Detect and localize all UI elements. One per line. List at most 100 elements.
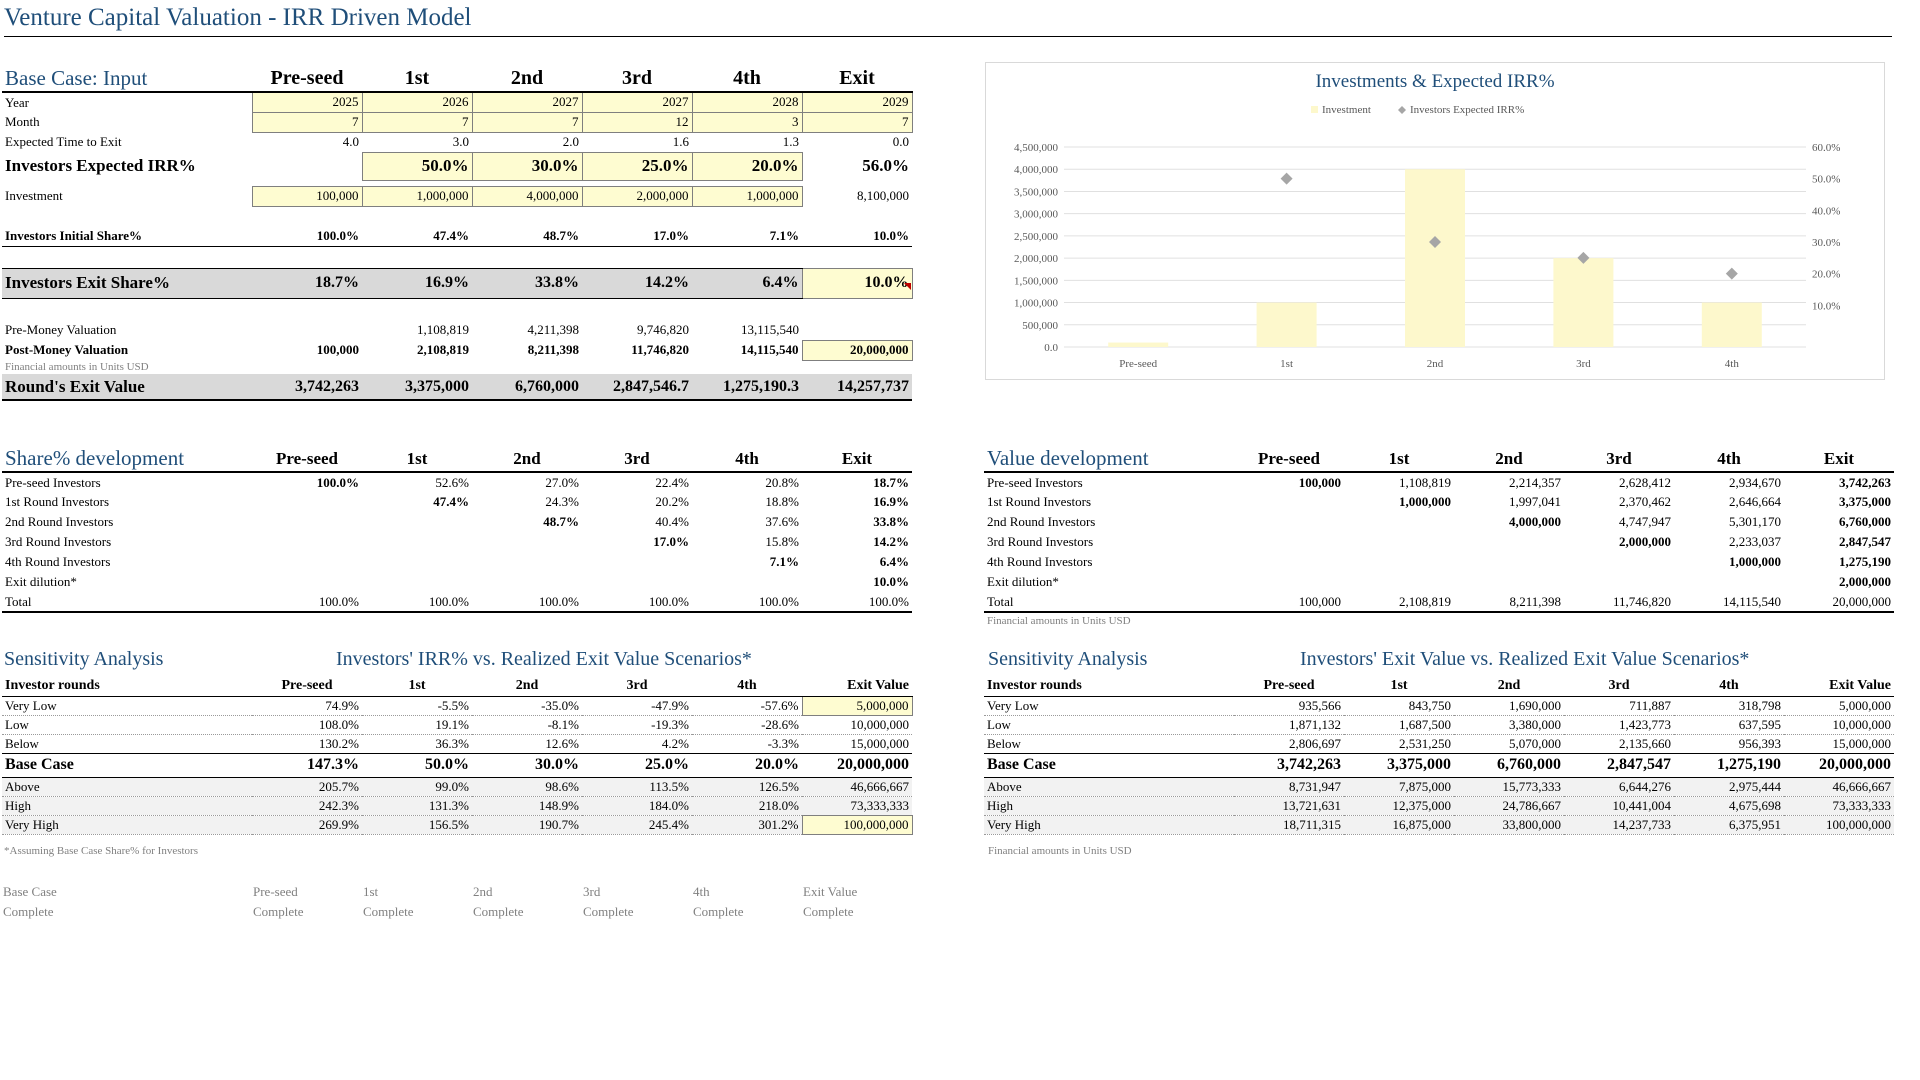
value-cell[interactable]: 3,742,263 (1839, 474, 1891, 490)
year-cell[interactable]: 2026 (361, 91, 473, 113)
share-cell[interactable] (472, 532, 582, 552)
sens_value-cell[interactable]: 2,135,660 (1564, 734, 1674, 754)
sens_irr-cell[interactable]: 46,666,667 (802, 777, 912, 797)
sens_value-cell[interactable]: 6,760,000 (1454, 752, 1564, 778)
sens_irr-cell[interactable]: 15,000,000 (802, 734, 912, 754)
pre-money-cell[interactable]: 9,746,820 (637, 322, 689, 337)
value-cell[interactable] (1344, 532, 1454, 552)
share-cell[interactable] (252, 552, 362, 572)
sens_value-cell[interactable]: 956,393 (1674, 734, 1784, 754)
point-irr[interactable] (1725, 267, 1738, 280)
initial-share-cell[interactable]: 48.7% (472, 226, 582, 247)
share-cell[interactable] (692, 572, 802, 592)
value-cell[interactable]: 100,000 (1298, 474, 1341, 490)
share-cell[interactable]: 10.0% (873, 574, 909, 589)
round-exit-cell[interactable]: 3,375,000 (362, 374, 472, 401)
time-to-exit-cell[interactable]: 1.3 (782, 134, 799, 149)
post-money-cell[interactable]: 100,000 (316, 342, 359, 357)
sens_irr-cell[interactable]: 50.0% (362, 752, 472, 778)
sens_irr-cell[interactable]: 73,333,333 (802, 796, 912, 816)
pre-money-cell[interactable] (802, 320, 912, 340)
investment-cell[interactable]: 100,000 (251, 185, 363, 207)
share-cell[interactable] (252, 492, 362, 512)
time-to-exit-cell[interactable]: 0.0 (892, 134, 909, 150)
value-total-cell[interactable]: 11,746,820 (1564, 592, 1674, 613)
sens_value-cell[interactable]: 46,666,667 (1784, 777, 1894, 797)
sens_irr-cell[interactable]: 131.3% (362, 796, 472, 816)
value-cell[interactable]: 4,747,947 (1619, 514, 1671, 529)
sens_value-cell[interactable]: 1,687,500 (1344, 715, 1454, 735)
sens_irr-cell[interactable]: -8.1% (472, 715, 582, 735)
sens_irr-cell[interactable]: 245.4% (582, 815, 692, 835)
sens_irr-cell[interactable]: 5,000,000 (801, 695, 913, 716)
month-cell[interactable]: 7 (361, 111, 473, 133)
value-cell[interactable]: 4,000,000 (1509, 514, 1561, 529)
sens_value-cell[interactable]: 15,000,000 (1784, 734, 1894, 754)
share-total-cell[interactable]: 100.0% (692, 592, 802, 613)
irr-cell[interactable]: 20.0% (691, 151, 803, 181)
sens_value-cell[interactable]: 6,375,951 (1674, 815, 1784, 835)
sens_value-cell[interactable]: 15,773,333 (1454, 777, 1564, 797)
sens_irr-cell[interactable]: 74.9% (252, 696, 362, 716)
sens_value-cell[interactable]: 14,237,733 (1564, 815, 1674, 835)
sens_irr-cell[interactable]: -5.5% (362, 696, 472, 716)
value-cell[interactable]: 2,000,000 (1619, 534, 1671, 549)
sens_value-cell[interactable]: 1,871,132 (1234, 715, 1344, 735)
investment-cell[interactable]: 2,000,000 (581, 185, 693, 207)
sens_value-cell[interactable]: 1,423,773 (1564, 715, 1674, 735)
sens_irr-cell[interactable]: 156.5% (362, 815, 472, 835)
sens_value-cell[interactable]: 20,000,000 (1784, 752, 1894, 778)
share-cell[interactable]: 7.1% (769, 554, 799, 569)
value-cell[interactable] (1234, 512, 1344, 532)
sens_irr-cell[interactable]: 4.2% (582, 734, 692, 754)
sens_value-cell[interactable]: 24,786,667 (1454, 796, 1564, 816)
sens_irr-cell[interactable]: 20.0% (692, 752, 802, 778)
share-cell[interactable]: 15.8% (765, 534, 799, 549)
sens_irr-cell[interactable]: 205.7% (252, 777, 362, 797)
share-cell[interactable]: 16.9% (873, 494, 909, 509)
pre-money-cell[interactable] (252, 320, 362, 340)
bar-investment[interactable] (1553, 258, 1614, 347)
round-exit-cell[interactable]: 2,847,546.7 (582, 374, 692, 401)
share-cell[interactable]: 20.8% (765, 474, 799, 490)
post-money-cell[interactable]: 11,746,820 (631, 342, 689, 357)
share-cell[interactable]: 33.8% (873, 514, 909, 529)
share-cell[interactable] (582, 552, 692, 572)
value-total-cell[interactable]: 2,108,819 (1344, 592, 1454, 613)
value-total-cell[interactable]: 20,000,000 (1784, 592, 1894, 613)
sens_irr-cell[interactable]: 242.3% (252, 796, 362, 816)
value-cell[interactable]: 2,934,670 (1729, 474, 1781, 490)
sens_value-cell[interactable]: 3,742,263 (1234, 752, 1344, 778)
sens_value-cell[interactable]: 318,798 (1674, 696, 1784, 716)
sens_value-cell[interactable]: 8,731,947 (1234, 777, 1344, 797)
irr-cell[interactable]: 50.0% (361, 151, 473, 181)
share-cell[interactable] (252, 512, 362, 532)
value-cell[interactable]: 1,997,041 (1509, 494, 1561, 509)
initial-share-cell[interactable]: 10.0% (802, 226, 912, 247)
share-cell[interactable] (362, 512, 472, 532)
share-cell[interactable]: 17.0% (653, 534, 689, 549)
sens_irr-cell[interactable]: 30.0% (472, 752, 582, 778)
value-cell[interactable]: 2,628,412 (1619, 474, 1671, 490)
value-cell[interactable] (1234, 552, 1344, 572)
value-cell[interactable]: 2,847,547 (1839, 534, 1891, 549)
exit-share-cell[interactable]: 14.2% (582, 267, 692, 299)
sens_irr-cell[interactable]: -19.3% (582, 715, 692, 735)
post-money-cell[interactable]: 14,115,540 (740, 342, 799, 357)
value-cell[interactable] (1234, 532, 1344, 552)
pre-money-cell[interactable]: 13,115,540 (740, 322, 799, 337)
point-irr[interactable] (1577, 251, 1590, 264)
value-cell[interactable]: 6,760,000 (1839, 514, 1891, 529)
initial-share-cell[interactable]: 7.1% (692, 226, 802, 247)
sens_value-cell[interactable]: 2,806,697 (1234, 734, 1344, 754)
investment-cell[interactable]: 8,100,000 (857, 188, 909, 203)
initial-share-cell[interactable]: 47.4% (362, 226, 472, 247)
sens_value-cell[interactable]: 7,875,000 (1344, 777, 1454, 797)
share-cell[interactable]: 18.8% (765, 494, 799, 509)
sens_irr-cell[interactable]: -3.3% (692, 734, 802, 754)
value-cell[interactable] (1344, 552, 1454, 572)
time-to-exit-cell[interactable]: 4.0 (342, 134, 359, 150)
value-cell[interactable]: 5,301,170 (1729, 514, 1781, 529)
sens_irr-cell[interactable]: 98.6% (472, 777, 582, 797)
time-to-exit-cell[interactable]: 1.6 (672, 134, 689, 149)
